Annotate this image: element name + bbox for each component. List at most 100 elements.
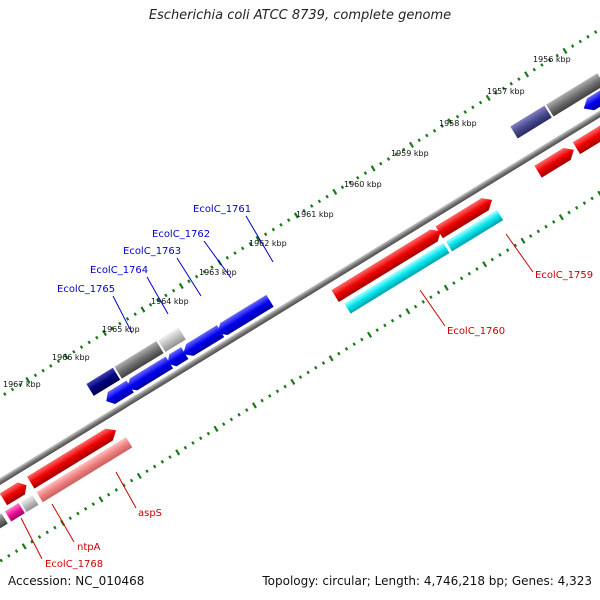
tick-mark xyxy=(570,44,575,48)
tick-mark xyxy=(30,539,34,544)
cog-feature[interactable] xyxy=(86,367,121,396)
gene-label[interactable]: EcolC_1764 xyxy=(90,265,148,276)
tick-mark xyxy=(562,47,568,54)
tick-mark xyxy=(478,100,483,105)
cog-feature[interactable] xyxy=(114,341,164,379)
tick-mark xyxy=(102,329,108,337)
tick-mark xyxy=(544,224,548,229)
tick-mark xyxy=(513,243,518,248)
cds-feature[interactable] xyxy=(435,194,495,239)
tick-mark xyxy=(194,274,199,279)
cog-feature[interactable] xyxy=(4,502,25,522)
tick-mark xyxy=(233,251,237,255)
tick-mark xyxy=(248,241,253,246)
tick-mark xyxy=(505,248,510,253)
cds-feature[interactable] xyxy=(534,144,577,178)
reverse-strand-track xyxy=(86,73,600,408)
tick-mark xyxy=(98,496,104,503)
tick-mark xyxy=(18,382,22,387)
tick-mark xyxy=(360,337,364,342)
tick-mark xyxy=(383,323,387,328)
tick-mark xyxy=(198,436,203,441)
tick-mark xyxy=(175,449,181,456)
cog-feature[interactable] xyxy=(344,242,450,314)
tick-mark xyxy=(408,141,414,149)
tick-mark xyxy=(202,270,207,274)
tick-mark xyxy=(210,265,214,270)
tick-label: 1957 kbp xyxy=(487,87,525,96)
tick-label: 1967 kbp xyxy=(3,380,41,389)
cds-feature[interactable] xyxy=(103,380,134,408)
tick-mark xyxy=(87,340,91,345)
cog-feature[interactable] xyxy=(445,209,504,252)
tick-mark xyxy=(251,402,257,409)
cds-feature[interactable] xyxy=(580,77,600,114)
cds-feature[interactable] xyxy=(27,424,120,489)
cds-feature[interactable] xyxy=(213,294,274,339)
cds-feature[interactable] xyxy=(572,120,600,155)
cog-feature[interactable] xyxy=(510,105,552,139)
tick-label: 1961 kbp xyxy=(296,210,334,219)
gene-label[interactable]: EcolC_1763 xyxy=(123,246,181,257)
gene-leader-line xyxy=(203,240,232,279)
genome-summary-text: Topology: circular; Length: 4,746,218 bp… xyxy=(262,574,592,588)
tick-mark xyxy=(271,227,276,232)
tick-mark xyxy=(494,91,498,96)
tick-mark xyxy=(520,237,526,244)
gene-label[interactable]: aspS xyxy=(138,508,162,519)
tick-label: 1966 kbp xyxy=(52,353,90,362)
tick-mark xyxy=(413,304,418,309)
tick-mark xyxy=(178,282,184,290)
gene-label[interactable]: EcolC_1762 xyxy=(152,229,210,240)
cds-feature[interactable] xyxy=(123,356,174,394)
cds-feature[interactable] xyxy=(164,347,189,369)
tick-mark xyxy=(191,441,195,445)
tick-mark xyxy=(222,422,226,427)
tick-mark xyxy=(129,478,134,483)
tick-mark xyxy=(532,67,536,72)
gene-labels: EcolC_1761 EcolC_1762 EcolC_1763 EcolC_1764… xyxy=(20,204,593,570)
tick-mark xyxy=(83,506,88,511)
cds-feature[interactable] xyxy=(179,325,225,360)
tick-mark xyxy=(340,185,345,190)
cog-feature[interactable] xyxy=(546,73,600,117)
gene-leader-line xyxy=(20,517,43,560)
tick-mark xyxy=(49,364,53,368)
tick-mark xyxy=(237,412,241,417)
tick-mark xyxy=(432,128,437,133)
cds-feature[interactable] xyxy=(0,479,30,506)
tick-mark xyxy=(314,365,318,370)
tick-mark xyxy=(183,445,188,450)
cog-feature[interactable] xyxy=(36,437,133,503)
tick-mark xyxy=(485,94,491,102)
tick-mark xyxy=(133,312,137,317)
cog-feature[interactable] xyxy=(20,494,39,513)
map-title: Escherichia coli ATCC 8739, complete gen… xyxy=(148,8,452,23)
gene-label[interactable]: EcolC_1760 xyxy=(447,326,505,337)
gene-label[interactable]: EcolC_1765 xyxy=(57,284,115,295)
tick-mark xyxy=(298,375,303,379)
tick-mark xyxy=(528,234,533,238)
tick-mark xyxy=(140,306,146,313)
cog-feature[interactable] xyxy=(158,327,186,353)
tick-mark xyxy=(325,194,329,199)
tick-mark xyxy=(386,157,391,161)
cog-feature[interactable] xyxy=(0,513,8,542)
tick-mark xyxy=(293,212,299,219)
gene-label[interactable]: EcolC_1761 xyxy=(193,204,251,215)
tick-mark xyxy=(517,77,521,81)
tick-mark xyxy=(394,152,398,157)
gene-label[interactable]: ntpA xyxy=(77,542,101,553)
tick-mark xyxy=(501,86,506,91)
gene-label[interactable]: EcolC_1759 xyxy=(535,270,593,281)
tick-mark xyxy=(337,351,341,356)
tick-mark xyxy=(56,359,61,364)
gene-leader-line xyxy=(505,233,534,273)
tick-mark xyxy=(260,398,264,403)
tick-mark xyxy=(302,208,306,213)
tick-mark xyxy=(95,335,99,340)
tick-mark xyxy=(290,378,296,385)
gene-label[interactable]: EcolC_1768 xyxy=(45,559,103,570)
tick-mark xyxy=(156,298,160,302)
cds-feature[interactable] xyxy=(331,225,444,303)
